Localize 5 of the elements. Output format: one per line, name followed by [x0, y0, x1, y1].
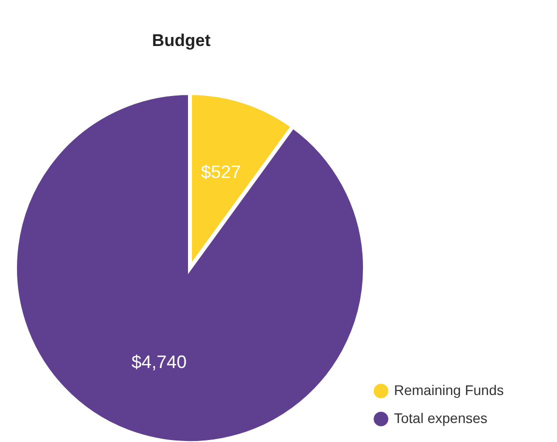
data-label: $4,740	[132, 352, 187, 372]
legend-label: Total expenses	[394, 410, 488, 426]
chart-title: Budget	[152, 31, 211, 50]
legend-label: Remaining Funds	[394, 382, 504, 398]
data-label: $527	[200, 162, 241, 182]
